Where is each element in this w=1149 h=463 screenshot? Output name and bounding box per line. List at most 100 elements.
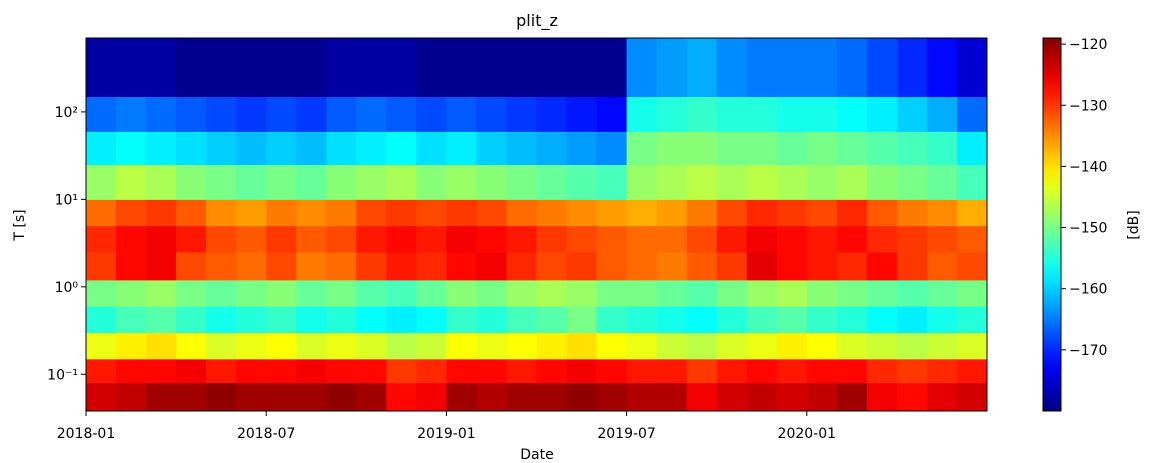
heatmap-cell — [746, 199, 778, 227]
heatmap-cell — [506, 131, 537, 166]
heatmap-cell — [116, 306, 147, 334]
heatmap-cell — [806, 131, 838, 166]
heatmap-cell — [116, 252, 147, 281]
heatmap-cell — [476, 164, 507, 200]
heatmap-cell — [836, 332, 868, 360]
heatmap-cell — [476, 252, 507, 281]
heatmap-cell — [236, 358, 267, 384]
heatmap-cell — [236, 279, 267, 307]
heatmap-cell — [596, 96, 628, 132]
heatmap-cell — [536, 252, 568, 281]
heatmap-cell — [686, 306, 718, 334]
heatmap-cell — [866, 252, 898, 281]
heatmap-cell — [446, 199, 477, 227]
heatmap-cell — [266, 199, 297, 227]
heatmap-cell — [416, 131, 447, 166]
heatmap-cell — [926, 306, 958, 334]
heatmap-cell — [506, 38, 537, 98]
heatmap-cell — [866, 199, 898, 227]
heatmap-cell — [506, 332, 537, 360]
heatmap-cell — [836, 131, 868, 166]
heatmap-cell — [176, 131, 207, 166]
heatmap-cell — [626, 225, 658, 253]
heatmap-cell — [656, 225, 688, 253]
heatmap-cell — [266, 225, 297, 253]
heatmap-cell — [806, 225, 838, 253]
heatmap-cell — [956, 131, 988, 166]
heatmap-cell — [806, 164, 838, 200]
heatmap-cell — [956, 252, 988, 281]
heatmap-cell — [176, 332, 207, 360]
heatmap-cell — [626, 332, 658, 360]
colorbar — [1042, 37, 1062, 412]
heatmap-cell — [386, 306, 417, 334]
heatmap-cell — [896, 38, 928, 98]
heatmap-cell — [206, 225, 237, 253]
heatmap-cell — [266, 279, 297, 307]
heatmap-cell — [506, 252, 537, 281]
heatmap-cell — [716, 225, 748, 253]
heatmap-cell — [926, 38, 958, 98]
heatmap-cell — [386, 38, 417, 98]
heatmap-cell — [356, 164, 387, 200]
heatmap-cell — [776, 199, 808, 227]
heatmap-cell — [716, 199, 748, 227]
heatmap-cell — [956, 199, 988, 227]
heatmap-cell — [746, 332, 778, 360]
heatmap-cell — [806, 332, 838, 360]
heatmap-cell — [236, 164, 267, 200]
heatmap-cell — [926, 382, 958, 412]
heatmap-cell — [356, 358, 387, 384]
x-tick-label: 2018-07 — [237, 426, 296, 442]
heatmap-cell — [446, 358, 477, 384]
heatmap-cell — [806, 382, 838, 412]
heatmap-cell — [476, 332, 507, 360]
heatmap-cell — [206, 382, 237, 412]
heatmap — [86, 38, 988, 412]
heatmap-cell — [266, 96, 297, 132]
heatmap-cell — [926, 225, 958, 253]
heatmap-cell — [626, 306, 658, 334]
heatmap-cell — [356, 199, 387, 227]
heatmap-cell — [746, 358, 778, 384]
heatmap-cell — [686, 164, 718, 200]
heatmap-cell — [296, 332, 327, 360]
heatmap-cell — [326, 164, 357, 200]
heatmap-cell — [116, 225, 147, 253]
heatmap-cell — [176, 252, 207, 281]
colorbar-label: [dB] — [1126, 210, 1142, 239]
heatmap-cell — [296, 164, 327, 200]
heatmap-cell — [326, 279, 357, 307]
heatmap-cell — [896, 199, 928, 227]
heatmap-cell — [446, 332, 477, 360]
heatmap-cell — [956, 38, 988, 98]
heatmap-cell — [506, 382, 537, 412]
heatmap-cell — [266, 131, 297, 166]
heatmap-cell — [836, 225, 868, 253]
heatmap-cell — [956, 96, 988, 132]
heatmap-cell — [746, 38, 778, 98]
heatmap-cell — [956, 306, 988, 334]
heatmap-cell — [806, 199, 838, 227]
heatmap-cell — [296, 358, 327, 384]
heatmap-cell — [206, 199, 237, 227]
heatmap-cell — [776, 164, 808, 200]
heatmap-cell — [836, 38, 868, 98]
heatmap-cell — [956, 332, 988, 360]
heatmap-cell — [536, 38, 568, 98]
heatmap-cell — [836, 306, 868, 334]
heatmap-cell — [536, 164, 568, 200]
heatmap-cell — [716, 358, 748, 384]
heatmap-cell — [956, 382, 988, 412]
heatmap-cell — [566, 38, 598, 98]
x-tick-label: 2018-01 — [57, 426, 116, 442]
heatmap-cell — [146, 382, 177, 412]
heatmap-cell — [536, 279, 568, 307]
heatmap-cell — [506, 358, 537, 384]
heatmap-cell — [596, 252, 628, 281]
heatmap-cell — [446, 164, 477, 200]
heatmap-cell — [266, 358, 297, 384]
heatmap-cell — [776, 252, 808, 281]
heatmap-cell — [806, 38, 838, 98]
heatmap-cell — [386, 164, 417, 200]
